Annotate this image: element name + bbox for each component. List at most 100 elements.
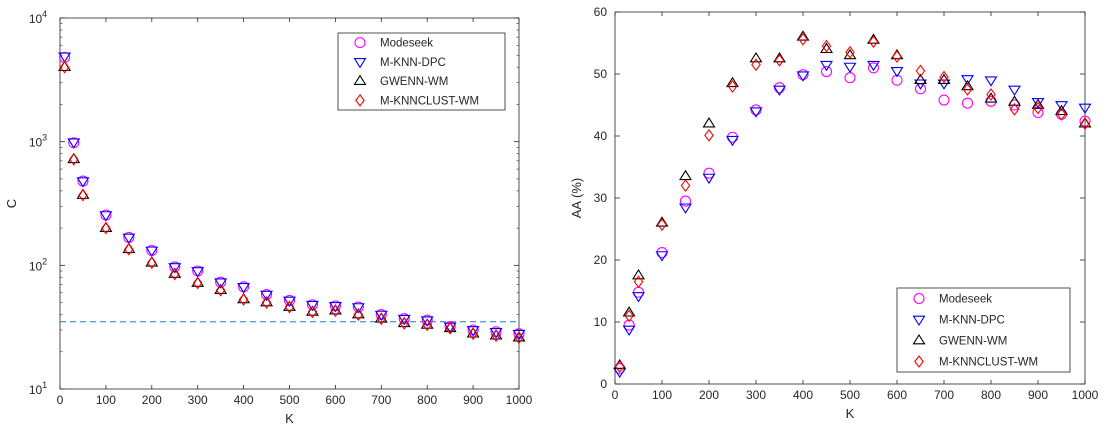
- data-point: [703, 167, 715, 179]
- legend-marker: [353, 58, 367, 69]
- data-point: [821, 39, 832, 53]
- legend-marker: [353, 74, 367, 85]
- data-point: [397, 314, 411, 326]
- chart-2: 0 100 200 300 400 500 600 700 800 900 1000 0 10 20 30 4…: [569, 5, 1099, 421]
- series-m-knnclust-wm: [614, 32, 1090, 374]
- legend-marker: [912, 333, 926, 345]
- x-tick-label: 800: [417, 393, 437, 407]
- y-tick-label: 30: [594, 191, 608, 205]
- data-point: [797, 69, 809, 81]
- data-point: [679, 203, 692, 214]
- data-point: [798, 32, 808, 46]
- data-point: [215, 283, 226, 297]
- legend-box: [337, 32, 506, 111]
- data-point: [892, 50, 902, 64]
- x-tick-label: 900: [1028, 388, 1048, 402]
- y-tick-exponent: 2: [42, 256, 47, 266]
- data-point: [238, 293, 249, 306]
- legend-label: M-KNN-DPC: [939, 315, 1005, 327]
- data-point: [622, 325, 636, 336]
- data-point: [512, 329, 526, 341]
- x-tick-label: 900: [463, 393, 483, 407]
- y-tick-exponent: 3: [42, 133, 47, 143]
- x-tick-label: 1000: [506, 393, 533, 407]
- y-tick-label: 40: [594, 129, 608, 143]
- y-tick-label: 101: [29, 380, 47, 397]
- data-point: [1079, 115, 1091, 127]
- legend: Modeseek M-KNN-DPC GWENN-WM M-KNNCLUST-WM: [896, 287, 1071, 373]
- data-point: [680, 179, 691, 193]
- y-tick-label: 0: [600, 377, 607, 391]
- legend-label: M-KNN-DPC: [380, 57, 446, 69]
- data-point: [868, 35, 879, 49]
- legend-label: M-KNNCLUST-WM: [939, 357, 1038, 369]
- y-tick-exponent: 4: [42, 9, 47, 19]
- x-axis-label: K: [846, 406, 855, 421]
- series-m-knnclust-wm: [59, 60, 524, 345]
- data-point: [351, 303, 365, 314]
- y-tick-exponent: 1: [42, 380, 47, 390]
- data-point: [867, 33, 880, 44]
- data-point: [122, 233, 136, 245]
- data-point: [1033, 101, 1043, 115]
- data-point: [328, 302, 342, 313]
- x-tick-label: 600: [887, 388, 907, 402]
- data-point: [867, 62, 880, 74]
- data-point: [1055, 101, 1068, 112]
- data-point: [374, 310, 388, 322]
- data-point: [124, 242, 134, 256]
- data-point: [939, 70, 949, 84]
- x-tick-label: 500: [279, 393, 299, 407]
- data-point: [168, 263, 182, 274]
- data-point: [961, 75, 974, 86]
- data-point: [774, 53, 785, 67]
- data-point: [655, 251, 669, 262]
- y-tick-label: 10: [594, 315, 608, 329]
- data-point: [99, 211, 113, 222]
- data-point: [845, 45, 855, 59]
- data-point: [192, 276, 203, 290]
- data-point: [702, 173, 716, 185]
- data-point: [624, 309, 634, 323]
- legend-label: GWENN-WM: [939, 336, 1007, 348]
- data-point: [914, 73, 927, 85]
- data-point: [890, 67, 904, 78]
- data-point: [938, 94, 950, 106]
- data-point: [191, 267, 205, 278]
- data-point: [961, 97, 974, 109]
- y-tick-base: 10: [29, 12, 43, 26]
- x-tick-label: 700: [371, 393, 391, 407]
- data-point: [657, 218, 667, 232]
- data-point: [468, 327, 478, 341]
- legend-marker: [914, 355, 924, 368]
- y-tick-base: 10: [29, 383, 43, 397]
- legend-marker: [355, 93, 365, 107]
- x-tick-label: 100: [652, 388, 672, 402]
- data-point: [101, 221, 111, 235]
- legend-marker: [354, 37, 366, 49]
- data-point: [891, 74, 903, 86]
- data-point: [704, 128, 714, 142]
- data-point: [491, 329, 501, 343]
- data-point: [937, 79, 951, 90]
- data-point: [751, 58, 761, 72]
- data-point: [68, 152, 79, 166]
- x-tick-label: 100: [96, 393, 116, 407]
- data-point: [330, 304, 341, 318]
- data-point: [145, 246, 159, 257]
- data-point: [237, 282, 251, 294]
- data-point: [614, 360, 625, 374]
- x-tick-label: 700: [934, 388, 954, 402]
- data-point: [1008, 95, 1021, 106]
- x-tick-label: 400: [793, 388, 813, 402]
- data-point: [843, 62, 857, 74]
- data-point: [514, 331, 524, 345]
- data-point: [307, 305, 318, 319]
- y-tick-label: 50: [594, 67, 608, 81]
- data-point: [679, 195, 692, 207]
- y-tick-base: 10: [29, 259, 43, 273]
- data-point: [214, 278, 228, 289]
- data-point: [986, 88, 996, 101]
- x-tick-label: 0: [612, 388, 619, 402]
- legend-box: [896, 287, 1071, 373]
